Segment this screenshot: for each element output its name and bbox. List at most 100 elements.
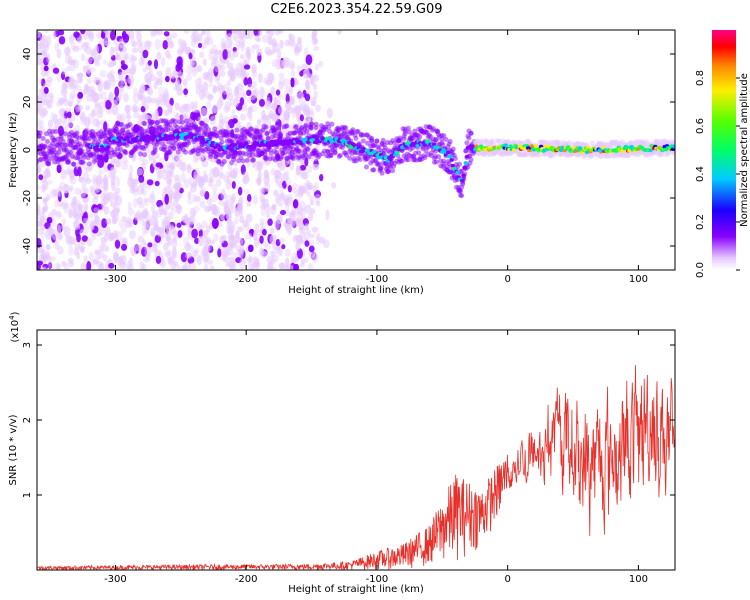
heatmap-cell [279,184,284,194]
heatmap-cell [56,263,61,270]
heatmap-cell [246,201,252,207]
heatmap-cell [67,101,73,107]
heatmap-cell [85,30,91,37]
heatmap-cell [284,248,291,257]
heatmap-cell [239,258,246,270]
heatmap-cell [243,188,250,195]
heatmap-cell [305,54,313,66]
heatmap-cell [300,207,306,219]
heatmap-cell [290,38,296,48]
heatmap-cell [183,88,188,95]
heatmap-cell [56,211,62,218]
heatmap-cell [220,37,227,48]
heatmap-cell [436,154,442,160]
heatmap-cell [63,202,71,214]
heatmap-cell [90,52,97,61]
heatmap-cell [37,94,43,106]
heatmap-cell [225,212,233,221]
heatmap-cell [186,163,192,174]
heatmap-cell [138,94,144,101]
heatmap-cell [219,139,225,145]
heatmap-cell [390,168,396,174]
heatmap-cell [229,75,236,82]
heatmap-cell [42,197,49,203]
heatmap-cell [182,78,188,87]
heatmap-cell [213,233,219,243]
heatmap-cell [39,119,45,129]
heatmap-cell [105,245,110,252]
heatmap-cell [314,63,320,71]
heatmap-cell [179,39,187,50]
heatmap-cell [138,244,144,250]
heatmap-cell [128,53,136,65]
heatmap-cell [118,86,124,97]
heatmap-cell [110,177,116,186]
heatmap-cell [41,206,46,214]
heatmap-cell [231,30,238,35]
heatmap-cell [58,36,66,45]
heatmap-cell [220,213,225,221]
heatmap-cell [259,217,265,227]
heatmap-cell [131,250,137,257]
heatmap-cell [91,234,97,241]
heatmap-cell [134,213,141,221]
heatmap-cell [192,155,199,164]
heatmap-cell [73,31,80,38]
heatmap-cell [218,235,225,244]
heatmap-cell [201,30,208,35]
snr-x-tick-label: -200 [235,574,258,585]
heatmap-cell [209,48,215,55]
heatmap-cell [84,187,89,195]
heatmap-cell [234,85,239,95]
heatmap-cell [227,50,232,59]
heatmap-cell [236,67,242,79]
heatmap-cell [67,55,73,66]
heatmap-cell [141,225,147,236]
heatmap-cell [175,204,182,215]
heatmap-cell [130,37,135,48]
heatmap-cell [169,226,177,235]
heatmap-cell [89,185,94,193]
heatmap-cell [256,161,264,171]
snr-y-tick-label: 2 [22,417,33,423]
heatmap-cell [95,174,103,185]
heatmap-cell [200,89,207,98]
heatmap-cell [202,72,209,80]
heatmap-cell [178,159,184,171]
heatmap-cell [291,70,296,77]
heatmap-cell [193,170,199,181]
heatmap-cell [43,65,49,72]
heatmap-cell [203,174,209,184]
heatmap-cell [112,191,119,202]
heatmap-cell [165,35,172,41]
heatmap-cell [75,45,83,51]
heatmap-cell [112,99,118,108]
heatmap-cell [230,170,238,179]
heatmap-cell [198,89,205,101]
heatmap-cell [43,86,49,94]
heatmap-cell [447,139,453,145]
heatmap-cell [237,248,244,254]
heatmap-cell [276,213,283,225]
heatmap-cell [284,198,289,206]
heatmap-cell [229,168,237,179]
heatmap-cell [77,166,82,177]
heatmap-cell [91,108,98,117]
heatmap-cell [215,178,222,187]
heatmap-cell [296,36,301,45]
heatmap-cell [57,246,64,255]
heatmap-cell [271,37,277,48]
heatmap-cell [127,207,135,216]
heatmap-cell [256,118,262,126]
heatmap-cell [141,209,149,220]
heatmap-cell [212,204,217,216]
heatmap-cell [298,224,304,231]
heatmap-cell [88,251,94,262]
heatmap-cell [247,254,253,266]
heatmap-cell [271,254,279,263]
heatmap-cell [50,111,55,123]
heatmap-cell [98,263,104,270]
heatmap-cell [175,153,180,162]
heatmap-cell [118,219,123,228]
heatmap-cell [111,181,116,192]
